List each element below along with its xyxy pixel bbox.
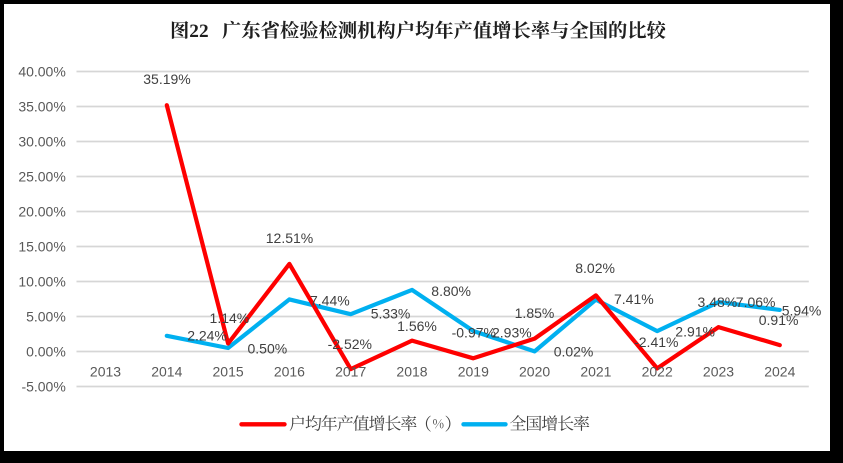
svg-text:5.00%: 5.00% bbox=[26, 309, 66, 325]
svg-text:40.00%: 40.00% bbox=[18, 64, 65, 80]
svg-text:2017: 2017 bbox=[335, 364, 366, 380]
svg-text:0.02%: 0.02% bbox=[554, 344, 594, 360]
svg-text:15.00%: 15.00% bbox=[18, 239, 65, 255]
svg-text:-5.00%: -5.00% bbox=[21, 379, 65, 395]
svg-text:0.50%: 0.50% bbox=[248, 341, 288, 357]
svg-text:-0.97%: -0.97% bbox=[452, 325, 496, 341]
svg-text:35.19%: 35.19% bbox=[143, 71, 190, 87]
svg-text:3.48%: 3.48% bbox=[698, 294, 738, 310]
svg-text:8.02%: 8.02% bbox=[575, 260, 615, 276]
svg-text:2.24%: 2.24% bbox=[187, 328, 227, 344]
svg-text:2014: 2014 bbox=[151, 364, 182, 380]
svg-text:0.00%: 0.00% bbox=[26, 344, 66, 360]
svg-text:8.80%: 8.80% bbox=[431, 283, 471, 299]
svg-text:25.00%: 25.00% bbox=[18, 169, 65, 185]
svg-text:5.94%: 5.94% bbox=[782, 303, 822, 319]
svg-text:2020: 2020 bbox=[519, 364, 550, 380]
svg-text:7.41%: 7.41% bbox=[614, 291, 654, 307]
svg-text:12.51%: 12.51% bbox=[266, 230, 313, 246]
svg-text:2022: 2022 bbox=[642, 364, 673, 380]
svg-text:2.93%: 2.93% bbox=[492, 325, 532, 341]
svg-text:2021: 2021 bbox=[580, 364, 611, 380]
svg-text:2016: 2016 bbox=[274, 364, 305, 380]
svg-text:35.00%: 35.00% bbox=[18, 99, 65, 115]
svg-text:1.56%: 1.56% bbox=[397, 318, 437, 334]
svg-text:2.91%: 2.91% bbox=[675, 324, 715, 340]
svg-text:2024: 2024 bbox=[764, 364, 795, 380]
svg-text:1.14%: 1.14% bbox=[210, 310, 250, 326]
svg-text:2019: 2019 bbox=[458, 364, 489, 380]
svg-text:2023: 2023 bbox=[703, 364, 734, 380]
svg-text:22: 22 bbox=[189, 21, 208, 42]
svg-text:5.33%: 5.33% bbox=[371, 305, 411, 321]
svg-text:30.00%: 30.00% bbox=[18, 134, 65, 150]
svg-text:-2.52%: -2.52% bbox=[328, 336, 372, 352]
svg-text:1.85%: 1.85% bbox=[515, 305, 555, 321]
svg-text:2015: 2015 bbox=[213, 364, 244, 380]
svg-text:2013: 2013 bbox=[90, 364, 121, 380]
svg-text:7.44%: 7.44% bbox=[310, 292, 350, 308]
svg-text:2018: 2018 bbox=[396, 364, 427, 380]
svg-text:-2.41%: -2.41% bbox=[634, 334, 678, 350]
svg-text:10.00%: 10.00% bbox=[18, 274, 65, 290]
svg-text:20.00%: 20.00% bbox=[18, 204, 65, 220]
svg-text:7.06%: 7.06% bbox=[736, 294, 776, 310]
svg-text:0.91%: 0.91% bbox=[759, 312, 799, 328]
